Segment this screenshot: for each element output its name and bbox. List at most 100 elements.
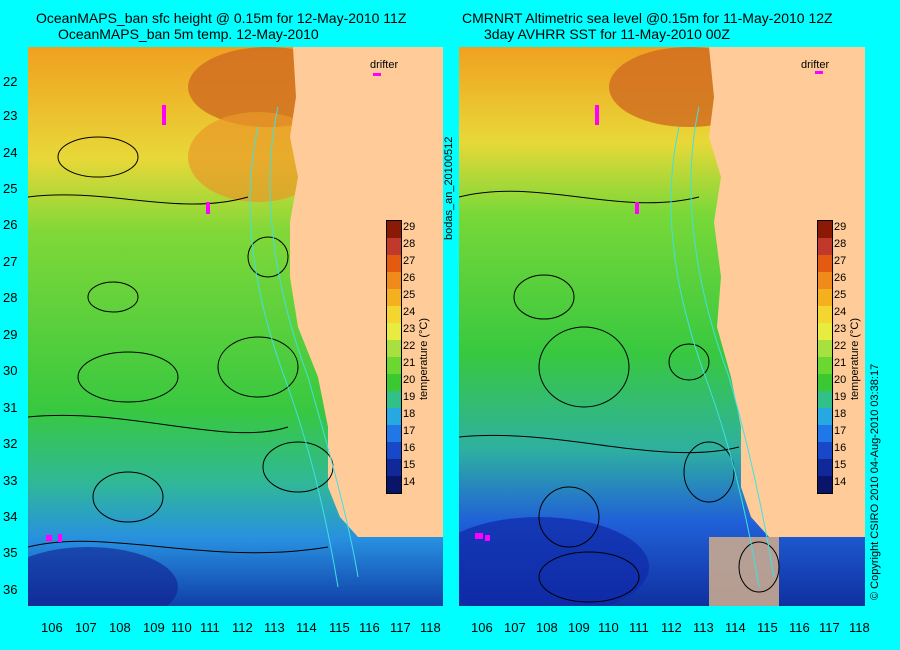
colorbar-tick-label: 18 <box>834 408 847 420</box>
bathymetry-contours <box>670 106 775 588</box>
colorbar-swatch <box>387 391 401 408</box>
left-colorbar <box>386 220 402 494</box>
lon-label: 113 <box>264 620 285 635</box>
colorbar-swatch <box>387 306 401 323</box>
right-colorbar-label: temperature (°C) <box>849 317 861 400</box>
colorbar-swatch <box>387 323 401 340</box>
lat-label: 27 <box>3 254 18 269</box>
colorbar-swatch <box>818 408 832 425</box>
colorbar-tick-label: 27 <box>403 255 416 267</box>
lat-label: 35 <box>3 545 18 560</box>
colorbar-swatch <box>387 476 401 493</box>
colorbar-tick-label: 17 <box>834 425 847 437</box>
colorbar-tick-label: 14 <box>403 476 416 488</box>
colorbar-swatch <box>387 255 401 272</box>
right-title-line1: CMRNRT Altimetric sea level @0.15m for 1… <box>462 10 833 26</box>
colorbar-swatch <box>818 221 832 238</box>
bathymetry-contours <box>249 106 359 588</box>
colorbar-swatch <box>818 255 832 272</box>
sea-level-contours <box>459 190 780 603</box>
colorbar-tick-label: 20 <box>403 374 416 386</box>
colorbar-tick-label: 23 <box>403 323 416 335</box>
lon-label: 116 <box>359 620 380 635</box>
lon-label: 111 <box>200 620 220 635</box>
left-map-panel: drifter <box>28 47 443 606</box>
right-map <box>459 47 865 606</box>
colorbar-swatch <box>387 408 401 425</box>
colorbar-tick-label: 15 <box>834 459 847 471</box>
colorbar-swatch <box>818 391 832 408</box>
colorbar-swatch <box>387 340 401 357</box>
lat-label: 29 <box>3 327 18 342</box>
lat-label: 26 <box>3 217 18 232</box>
lon-label: 108 <box>536 620 558 635</box>
colorbar-tick-label: 19 <box>834 391 847 403</box>
colorbar-tick-label: 29 <box>403 221 416 233</box>
drifter-tracks <box>475 71 823 541</box>
colorbar-tick-label: 21 <box>403 357 416 369</box>
lon-label: 116 <box>789 620 810 635</box>
sea-level-contours <box>28 136 334 554</box>
colorbar-swatches <box>818 221 832 493</box>
lon-label: 115 <box>329 620 350 635</box>
lon-label: 118 <box>849 620 870 635</box>
colorbar-tick-label: 23 <box>834 323 847 335</box>
lon-label: 109 <box>143 620 165 635</box>
lat-label: 25 <box>3 181 18 196</box>
colorbar-swatch <box>818 425 832 442</box>
colorbar-tick-label: 29 <box>834 221 847 233</box>
colorbar-tick-label: 24 <box>834 306 847 318</box>
colorbar-tick-label: 20 <box>834 374 847 386</box>
lon-label: 108 <box>109 620 131 635</box>
colorbar-swatch <box>387 459 401 476</box>
lon-label: 106 <box>41 620 63 635</box>
colorbar-swatch <box>818 357 832 374</box>
lon-label: 117 <box>819 620 840 635</box>
colorbar-tick-label: 16 <box>834 442 847 454</box>
lon-label: 110 <box>171 620 192 635</box>
colorbar-swatch <box>387 442 401 459</box>
colorbar-swatch <box>387 425 401 442</box>
colorbar-swatch <box>387 221 401 238</box>
lon-label: 106 <box>471 620 493 635</box>
lon-label: 110 <box>598 620 619 635</box>
colorbar-tick-label: 19 <box>403 391 416 403</box>
run-id-label: bodas_an_20100512 <box>443 136 455 240</box>
colorbar-swatch <box>387 357 401 374</box>
lat-label: 34 <box>3 509 18 524</box>
colorbar-swatch <box>818 306 832 323</box>
lon-label: 109 <box>568 620 590 635</box>
colorbar-tick-label: 25 <box>834 289 847 301</box>
lat-label: 28 <box>3 290 18 305</box>
land-mass <box>290 47 443 537</box>
lat-label: 32 <box>3 436 18 451</box>
colorbar-swatch <box>387 238 401 255</box>
colorbar-swatch <box>818 289 832 306</box>
lat-label: 33 <box>3 473 18 488</box>
colorbar-tick-label: 27 <box>834 255 847 267</box>
colorbar-swatch <box>818 272 832 289</box>
lon-label: 112 <box>661 620 682 635</box>
colorbar-tick-label: 15 <box>403 459 416 471</box>
right-title-line2: 3day AVHRR SST for 11-May-2010 00Z <box>484 26 730 42</box>
lon-label: 114 <box>296 620 317 635</box>
colorbar-tick-label: 22 <box>403 340 416 352</box>
right-drifter-label: drifter <box>801 59 830 71</box>
colorbar-swatch <box>387 272 401 289</box>
lon-label: 107 <box>75 620 97 635</box>
lon-label: 111 <box>629 620 649 635</box>
lon-label: 115 <box>757 620 778 635</box>
drifter-tracks <box>46 73 381 542</box>
colorbar-swatch <box>818 476 832 493</box>
left-colorbar-label: temperature (°C) <box>418 317 430 400</box>
colorbar-swatches <box>387 221 401 493</box>
colorbar-swatch <box>818 442 832 459</box>
colorbar-swatch <box>818 323 832 340</box>
colorbar-tick-label: 24 <box>403 306 416 318</box>
lon-label: 113 <box>693 620 714 635</box>
colorbar-swatch <box>387 374 401 391</box>
lat-label: 31 <box>3 400 18 415</box>
colorbar-tick-label: 28 <box>403 238 416 250</box>
copyright-label: © Copyright CSIRO 2010 04-Aug-2010 03:38… <box>869 363 881 600</box>
colorbar-tick-label: 17 <box>403 425 416 437</box>
